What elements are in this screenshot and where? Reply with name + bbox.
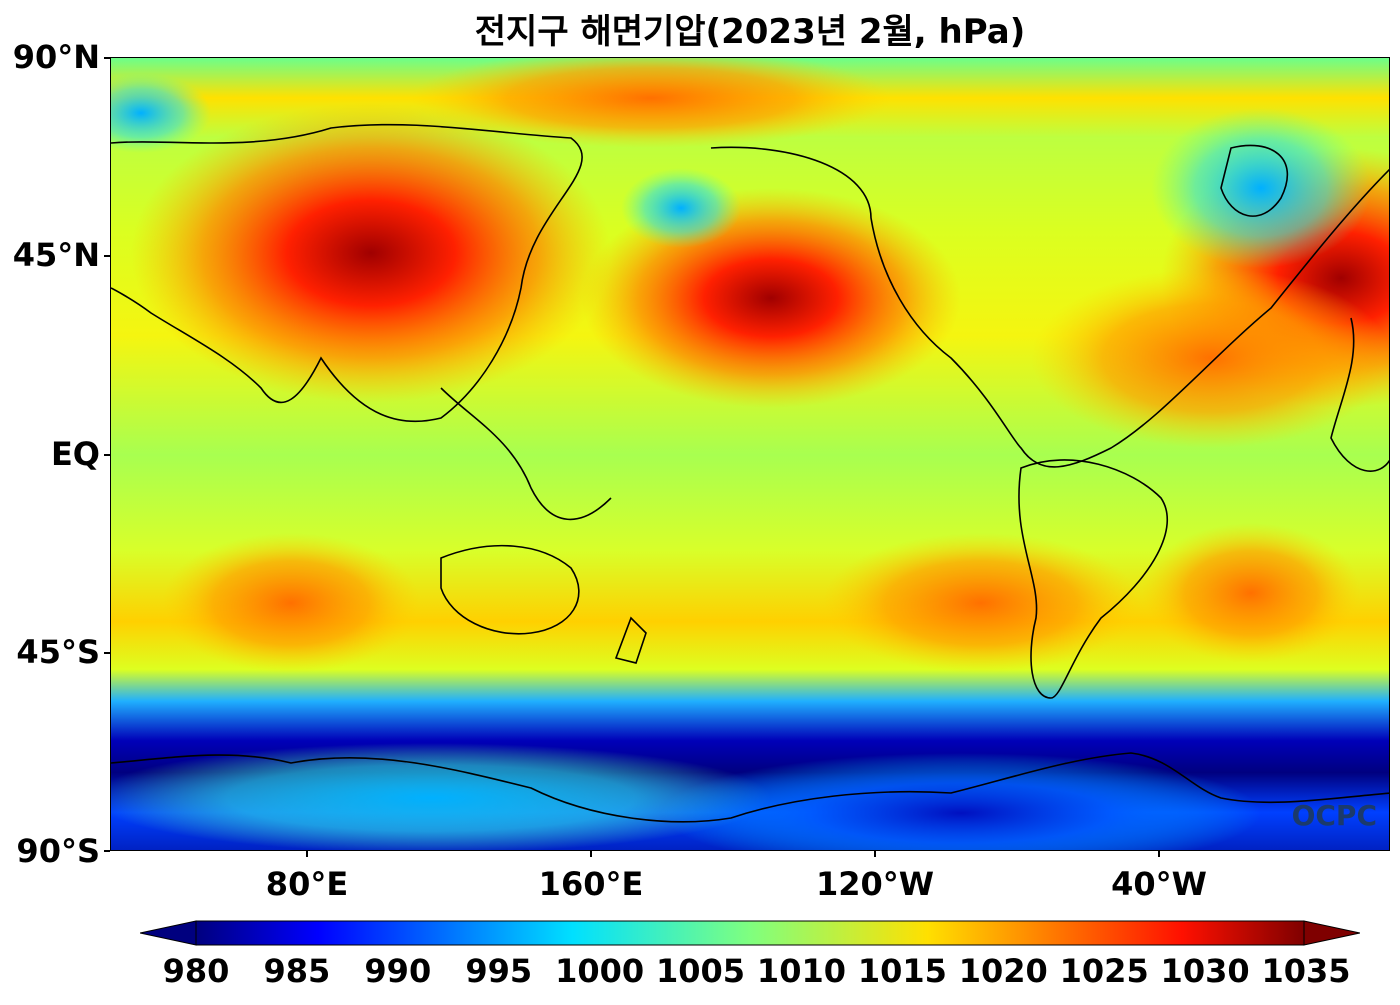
lon-tick: [306, 851, 308, 857]
colorbar-tick-label: 1035: [1261, 952, 1351, 990]
pressure-field: [111, 58, 1389, 850]
colorbar-tick-label: 980: [162, 952, 230, 990]
coastlines: [111, 123, 1389, 823]
map-title: 전지구 해면기압(2023년 2월, hPa): [474, 12, 1026, 52]
lon-label-40w: 40°W: [1111, 865, 1207, 903]
colorbar-low-extend: [140, 920, 197, 946]
colorbar-gradient: [195, 920, 1305, 946]
lat-label-45s: 45°S: [16, 633, 100, 671]
lon-tick: [1158, 851, 1160, 857]
lat-tick: [104, 652, 110, 654]
lon-tick: [590, 851, 592, 857]
lat-tick: [104, 255, 110, 257]
colorbar-tick-label: 995: [465, 952, 533, 990]
lat-tick: [104, 850, 110, 852]
colorbar-tick-label: 1015: [857, 952, 947, 990]
lon-label-160e: 160°E: [538, 865, 644, 903]
lat-label-45n: 45°N: [12, 236, 100, 274]
lon-tick: [874, 851, 876, 857]
lat-label-eq: EQ: [50, 435, 100, 473]
colorbar-tick-label: 1030: [1160, 952, 1250, 990]
colorbar-tick-label: 1010: [756, 952, 846, 990]
pressure-map: OCPC: [110, 57, 1390, 851]
colorbar-tick-label: 985: [263, 952, 331, 990]
lat-tick: [104, 454, 110, 456]
lat-label-90s: 90°S: [16, 832, 100, 870]
lat-tick: [104, 57, 110, 59]
colorbar: [140, 920, 1360, 946]
lat-label-90n: 90°N: [12, 38, 100, 76]
colorbar-tick-label: 990: [364, 952, 432, 990]
colorbar-tick-label: 1005: [656, 952, 746, 990]
lon-label-120w: 120°W: [815, 865, 935, 903]
lon-label-80e: 80°E: [265, 865, 349, 903]
colorbar-tick-label: 1000: [555, 952, 645, 990]
colorbar-high-extend: [1303, 920, 1360, 946]
colorbar-tick-label: 1020: [958, 952, 1048, 990]
colorbar-tick-label: 1025: [1059, 952, 1149, 990]
ocpc-watermark: OCPC: [1291, 799, 1377, 832]
